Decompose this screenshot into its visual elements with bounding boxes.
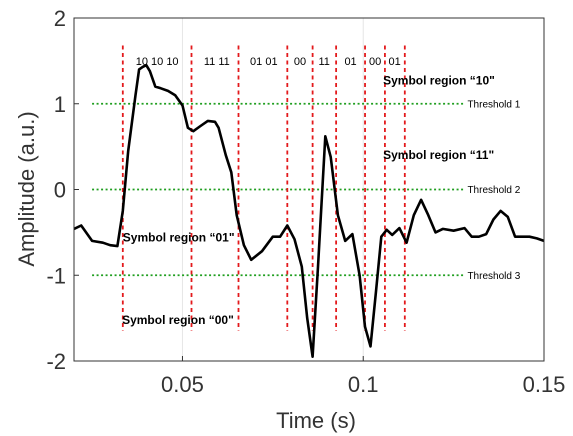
bit-label-6: 01 — [344, 56, 356, 68]
bit-label-4: 00 — [294, 56, 306, 68]
symbol-region-label-1: Symbol region “10" — [383, 74, 495, 88]
bit-label-8: 01 — [389, 56, 401, 68]
threshold-label-2: Threshold 2 — [467, 185, 520, 196]
threshold-label-1: Threshold 1 — [467, 99, 520, 110]
bit-label-2: 11 11 — [204, 56, 230, 68]
bit-label-3: 01 01 — [250, 56, 278, 68]
signal-line — [73, 63, 545, 358]
y-tick-label-2: 0 — [54, 178, 66, 203]
y-tick-label-4: 2 — [54, 6, 66, 31]
bit-label-5: 11 — [318, 56, 329, 68]
y-axis-label: Amplitude (a.u.) — [14, 111, 39, 266]
y-tick-label-1: -1 — [46, 263, 66, 288]
threshold-label-3: Threshold 3 — [467, 271, 520, 282]
annotations: 10 10 10 11 11 01 01 00 11 01 00 01 Symbol regio… — [122, 56, 495, 327]
symbol-region-label-2: Symbol region “11" — [383, 148, 494, 162]
y-tick-label-3: 1 — [54, 92, 66, 117]
threshold-lines: Threshold 1 Threshold 2 Threshold 3 — [92, 99, 521, 282]
bit-label-1: 10 10 10 — [136, 56, 179, 68]
symbol-region-label-4: Symbol region “00" — [122, 313, 234, 327]
x-tick-label-1: 0.1 — [348, 372, 379, 397]
x-tick-label-0: 0.05 — [161, 372, 204, 397]
y-tick-label-0: -2 — [46, 349, 66, 374]
x-axis-label: Time (s) — [276, 408, 356, 433]
x-tick-label-2: 0.15 — [523, 372, 566, 397]
bit-label-7: 00 — [369, 56, 381, 68]
symbol-region-label-3: Symbol region “01" — [123, 231, 235, 245]
symbol-boundaries — [121, 45, 406, 331]
